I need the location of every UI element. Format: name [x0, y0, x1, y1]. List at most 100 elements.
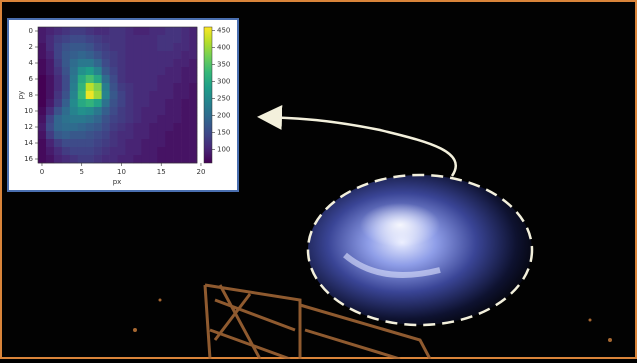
- heatmap-cell: [94, 59, 102, 67]
- heatmap-cell: [102, 51, 110, 59]
- heatmap-cell: [54, 99, 62, 107]
- heatmap-cell: [62, 83, 70, 91]
- heatmap-cell: [165, 147, 173, 155]
- heatmap-cell: [94, 75, 102, 83]
- heatmap-cell: [165, 91, 173, 99]
- heatmap-cell: [125, 43, 133, 51]
- heatmap-cell: [78, 51, 86, 59]
- heatmap-cell: [118, 99, 126, 107]
- heatmap-cell: [86, 115, 94, 123]
- heatmap-cell: [102, 59, 110, 67]
- heatmap-cell: [86, 107, 94, 115]
- heatmap-cell: [54, 115, 62, 123]
- heatmap-cell: [189, 131, 197, 139]
- heatmap-cell: [189, 99, 197, 107]
- heatmap-cell: [118, 51, 126, 59]
- heatmap-cell: [110, 131, 118, 139]
- heatmap-cell: [157, 51, 165, 59]
- heatmap-cell: [173, 147, 181, 155]
- heatmap-cell: [125, 107, 133, 115]
- heatmap-cell: [118, 91, 126, 99]
- heatmap-cell: [78, 75, 86, 83]
- heatmap-cell: [86, 155, 94, 163]
- colorbar-tick-label: 150: [217, 128, 230, 136]
- heatmap-cell: [118, 27, 126, 35]
- heatmap-cell: [62, 147, 70, 155]
- heatmap-cell: [149, 51, 157, 59]
- heatmap-cell: [54, 27, 62, 35]
- heatmap-cell: [165, 43, 173, 51]
- heatmap-cell: [165, 139, 173, 147]
- colorbar-tick-label: 200: [217, 111, 230, 119]
- heatmap-cell: [54, 91, 62, 99]
- heatmap-cell: [86, 27, 94, 35]
- heatmap-cell: [78, 91, 86, 99]
- heatmap-cell: [38, 51, 46, 59]
- heatmap-cell: [189, 35, 197, 43]
- heatmap-cell: [62, 27, 70, 35]
- heatmap-cell: [157, 43, 165, 51]
- heatmap-cell: [54, 43, 62, 51]
- heatmap-cell: [86, 83, 94, 91]
- heatmap-cell: [133, 59, 141, 67]
- heatmap-cell: [38, 107, 46, 115]
- heatmap-cell: [173, 51, 181, 59]
- heatmap-cell: [54, 123, 62, 131]
- heatmap-cell: [70, 131, 78, 139]
- heatmap-cell: [54, 51, 62, 59]
- heatmap-cell: [94, 43, 102, 51]
- heatmap-cell: [110, 139, 118, 147]
- heatmap-cell: [110, 35, 118, 43]
- heatmap-cell: [125, 59, 133, 67]
- heatmap-cell: [181, 99, 189, 107]
- heatmap-cell: [54, 147, 62, 155]
- heatmap-cell: [62, 139, 70, 147]
- heatmap-cell: [54, 75, 62, 83]
- heatmap-cell: [102, 27, 110, 35]
- heatmap-cell: [46, 147, 54, 155]
- heatmap-cell: [173, 99, 181, 107]
- heatmap-cell: [181, 75, 189, 83]
- heatmap-cell: [46, 115, 54, 123]
- heatmap-cell: [78, 99, 86, 107]
- heatmap-cell: [102, 123, 110, 131]
- heatmap-cell: [94, 123, 102, 131]
- heatmap-cell: [62, 35, 70, 43]
- heatmap-cell: [38, 75, 46, 83]
- heatmap-cell: [70, 67, 78, 75]
- heatmap-cell: [141, 107, 149, 115]
- heatmap-cell: [125, 139, 133, 147]
- heatmap-cell: [70, 83, 78, 91]
- heatmap-cell: [46, 139, 54, 147]
- heatmap-cell: [125, 123, 133, 131]
- y-tick-label: 10: [24, 107, 33, 115]
- heatmap-cell: [165, 131, 173, 139]
- heatmap-cell: [118, 43, 126, 51]
- heatmap-cell: [94, 99, 102, 107]
- heatmap-cell: [102, 115, 110, 123]
- heatmap-cell: [94, 91, 102, 99]
- heatmap-cell: [70, 35, 78, 43]
- heatmap-cell: [133, 91, 141, 99]
- heatmap-cell: [118, 83, 126, 91]
- heatmap-cell: [165, 107, 173, 115]
- heatmap-cell: [70, 123, 78, 131]
- heatmap-cell: [141, 83, 149, 91]
- heatmap-cell: [46, 131, 54, 139]
- heatmap-cell: [46, 51, 54, 59]
- heatmap-cell: [46, 59, 54, 67]
- heatmap-cell: [62, 43, 70, 51]
- heatmap-cell: [46, 83, 54, 91]
- heatmap-cell: [118, 155, 126, 163]
- heatmap-cell: [141, 75, 149, 83]
- heatmap-cell: [133, 123, 141, 131]
- heatmap-cell: [70, 51, 78, 59]
- colorbar-tick-label: 100: [217, 145, 230, 153]
- heatmap-cell: [86, 43, 94, 51]
- heatmap-cell: [102, 43, 110, 51]
- heatmap-cell: [38, 147, 46, 155]
- heatmap-cell: [78, 59, 86, 67]
- heatmap-cell: [110, 67, 118, 75]
- heatmap-cell: [181, 155, 189, 163]
- heatmap-cell: [118, 35, 126, 43]
